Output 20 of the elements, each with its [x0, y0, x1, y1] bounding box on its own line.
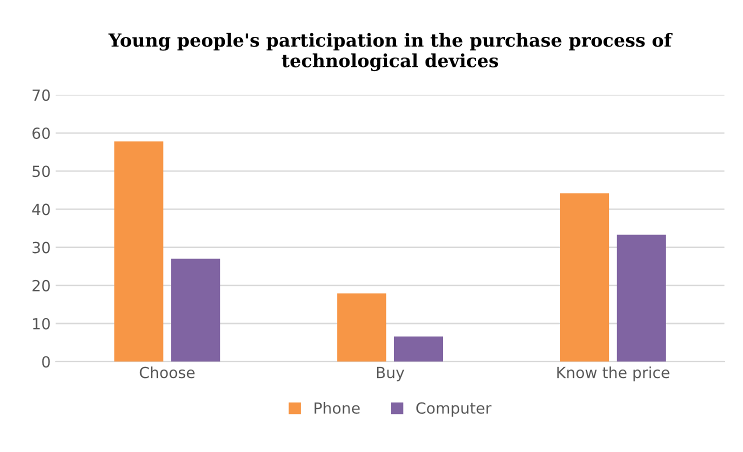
bar: [171, 258, 220, 362]
y-tick-label: 50: [32, 166, 50, 178]
y-tick-label: 0: [42, 356, 50, 368]
y-tick-label: 20: [32, 280, 50, 292]
bar: [616, 234, 666, 362]
legend-label: Computer: [416, 402, 492, 417]
x-tick-label: Know the price: [557, 366, 670, 382]
x-tick-label: Choose: [140, 366, 195, 378]
bar: [394, 336, 444, 362]
y-tick-label: 70: [32, 89, 50, 101]
bar: [560, 193, 610, 362]
bar: [114, 141, 164, 362]
legend-label: Phone: [314, 402, 360, 414]
y-tick-label: 30: [32, 242, 50, 254]
chart-title: Young people's participation in the purchase process of technological devices: [108, 32, 673, 72]
x-tick-label: Buy: [376, 366, 404, 382]
y-tick-label: 40: [32, 204, 50, 216]
bar: [337, 293, 386, 362]
y-tick-label: 10: [33, 318, 50, 330]
y-tick-label: 60: [32, 127, 50, 140]
